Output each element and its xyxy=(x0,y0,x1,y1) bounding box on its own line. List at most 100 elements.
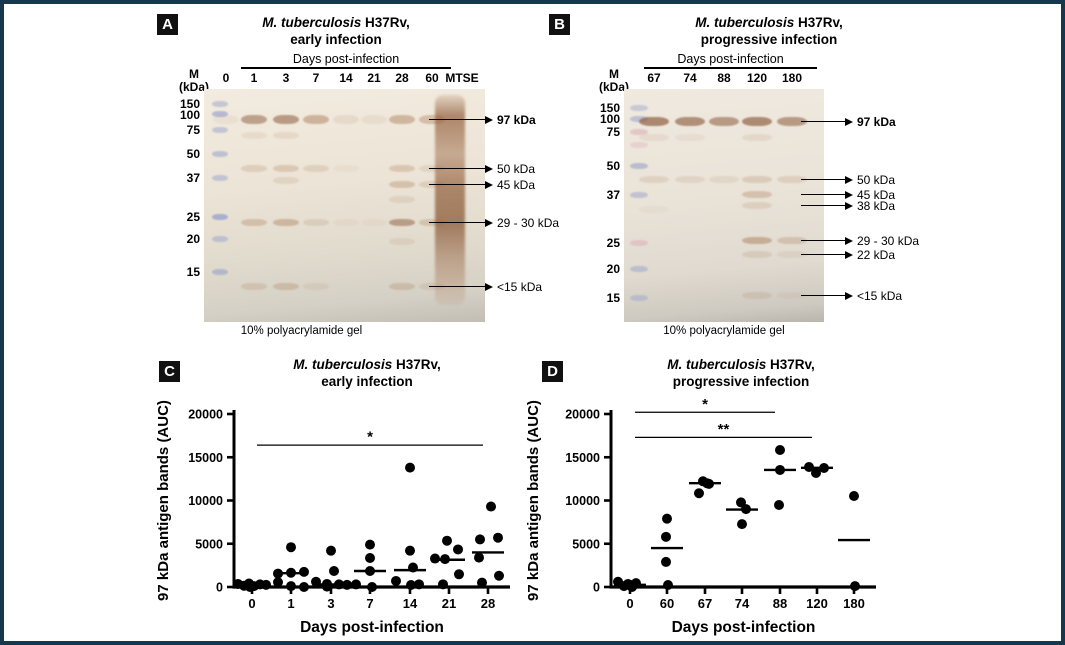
annotation-label: 29 - 30 kDa xyxy=(857,233,920,248)
data-point xyxy=(663,580,673,591)
annotation-line xyxy=(801,295,845,297)
gel-band xyxy=(742,236,772,244)
data-point xyxy=(329,565,339,576)
gel-band xyxy=(241,282,267,290)
gel-band xyxy=(742,175,772,183)
annotation-line xyxy=(429,222,485,224)
gel-band xyxy=(777,291,807,299)
gel-band xyxy=(389,164,415,172)
data-point xyxy=(850,581,860,592)
x-tick-label: 28 xyxy=(481,596,495,611)
data-point xyxy=(405,462,415,473)
x-axis-label: Days post-infection xyxy=(300,619,444,636)
significance-label: ** xyxy=(718,421,730,438)
panel-b-title: M. tuberculosis H37Rv, progressive infec… xyxy=(644,15,894,49)
annotation-label: 50 kDa xyxy=(857,172,896,187)
x-tick-label: 88 xyxy=(773,596,787,611)
x-tick-label: 120 xyxy=(806,596,828,611)
lane-label: 1 xyxy=(250,71,258,85)
annotation-arrow-icon xyxy=(845,175,853,184)
gel-band xyxy=(273,164,299,172)
mw-marker-label: 75 xyxy=(606,125,620,139)
data-point xyxy=(474,552,484,563)
gel-band xyxy=(241,218,267,226)
y-tick-label: 15000 xyxy=(565,451,600,465)
panel-b-days-underline xyxy=(644,67,817,69)
mw-marker-label: 150 xyxy=(599,101,620,115)
data-point xyxy=(322,581,332,592)
lane-label: MTSE xyxy=(445,71,479,85)
gel-band xyxy=(361,114,387,124)
gel-band xyxy=(639,133,669,141)
annotation-arrow-icon xyxy=(845,201,853,210)
gel-band xyxy=(273,176,299,184)
gel-band xyxy=(241,114,267,124)
y-tick-label: 0 xyxy=(216,581,223,595)
mw-marker-label: 50 xyxy=(606,159,620,173)
data-point xyxy=(367,582,377,592)
lane-label: 14 xyxy=(339,71,353,85)
data-point xyxy=(273,577,283,588)
gel-band xyxy=(389,195,415,203)
data-point xyxy=(849,491,859,502)
gel-band xyxy=(742,201,772,209)
ladder-band xyxy=(212,111,228,117)
gel-band xyxy=(742,291,772,299)
data-point xyxy=(414,579,424,590)
annotation-label: 50 kDa xyxy=(497,161,536,176)
annotation-arrow-icon xyxy=(485,164,493,173)
panel-a-title: M. tuberculosis H37Rv, early infection xyxy=(211,15,461,49)
panel-a-marker-m: M xyxy=(189,67,199,81)
gel-band xyxy=(675,175,705,183)
data-point xyxy=(475,534,485,545)
data-point xyxy=(493,532,503,543)
panel-c-title-line1: M. tuberculosis H37Rv, xyxy=(242,357,492,374)
x-tick-label: 0 xyxy=(248,596,255,611)
panel-a-marker-unit: M (kDa) xyxy=(176,68,212,93)
data-point xyxy=(811,467,821,478)
gel-band xyxy=(639,175,669,183)
mw-marker-label: 25 xyxy=(186,210,200,224)
ladder-band xyxy=(630,129,648,135)
data-point xyxy=(326,545,336,556)
annotation-label: 97 kDa xyxy=(857,114,896,129)
annotation-label: 45 kDa xyxy=(497,177,536,192)
gel-band xyxy=(333,114,359,124)
gel-band xyxy=(777,236,807,244)
panel-a-title-strain: H37Rv, xyxy=(361,15,410,30)
panel-c-label: C xyxy=(159,361,180,382)
gel-band xyxy=(742,190,772,198)
mw-marker-label: 150 xyxy=(179,97,200,111)
annotation-label: 38 kDa xyxy=(857,198,896,213)
data-point xyxy=(737,519,747,530)
panel-d-title-species: M. tuberculosis xyxy=(667,357,767,372)
gel-band xyxy=(333,218,359,226)
panel-a-days-underline xyxy=(241,67,451,69)
ladder-band xyxy=(212,101,228,107)
panel-d-title: M. tuberculosis H37Rv, progressive infec… xyxy=(616,357,866,391)
lane-label: 67 xyxy=(647,71,661,85)
gel-band xyxy=(389,282,415,290)
data-point xyxy=(661,531,671,542)
data-point xyxy=(365,539,375,550)
gel-band xyxy=(241,164,267,172)
gel-band xyxy=(639,205,669,213)
panel-a-title-line1: M. tuberculosis H37Rv, xyxy=(211,15,461,32)
x-axis-label: Days post-infection xyxy=(672,619,816,636)
lane-label: 120 xyxy=(746,71,768,85)
gel-band xyxy=(389,218,415,226)
mtse-smear-band xyxy=(435,95,465,305)
panel-b-days-label: Days post-infection xyxy=(677,52,784,66)
ladder-band xyxy=(630,295,648,301)
gel-band xyxy=(709,116,739,126)
mw-marker-label: 100 xyxy=(179,108,200,122)
x-tick-label: 21 xyxy=(442,596,456,611)
data-point xyxy=(494,570,504,581)
panel-d-label: D xyxy=(542,361,563,382)
x-tick-label: 60 xyxy=(660,596,674,611)
annotation-line xyxy=(801,179,845,181)
gel-band xyxy=(213,114,239,124)
lane-label: 28 xyxy=(395,71,409,85)
